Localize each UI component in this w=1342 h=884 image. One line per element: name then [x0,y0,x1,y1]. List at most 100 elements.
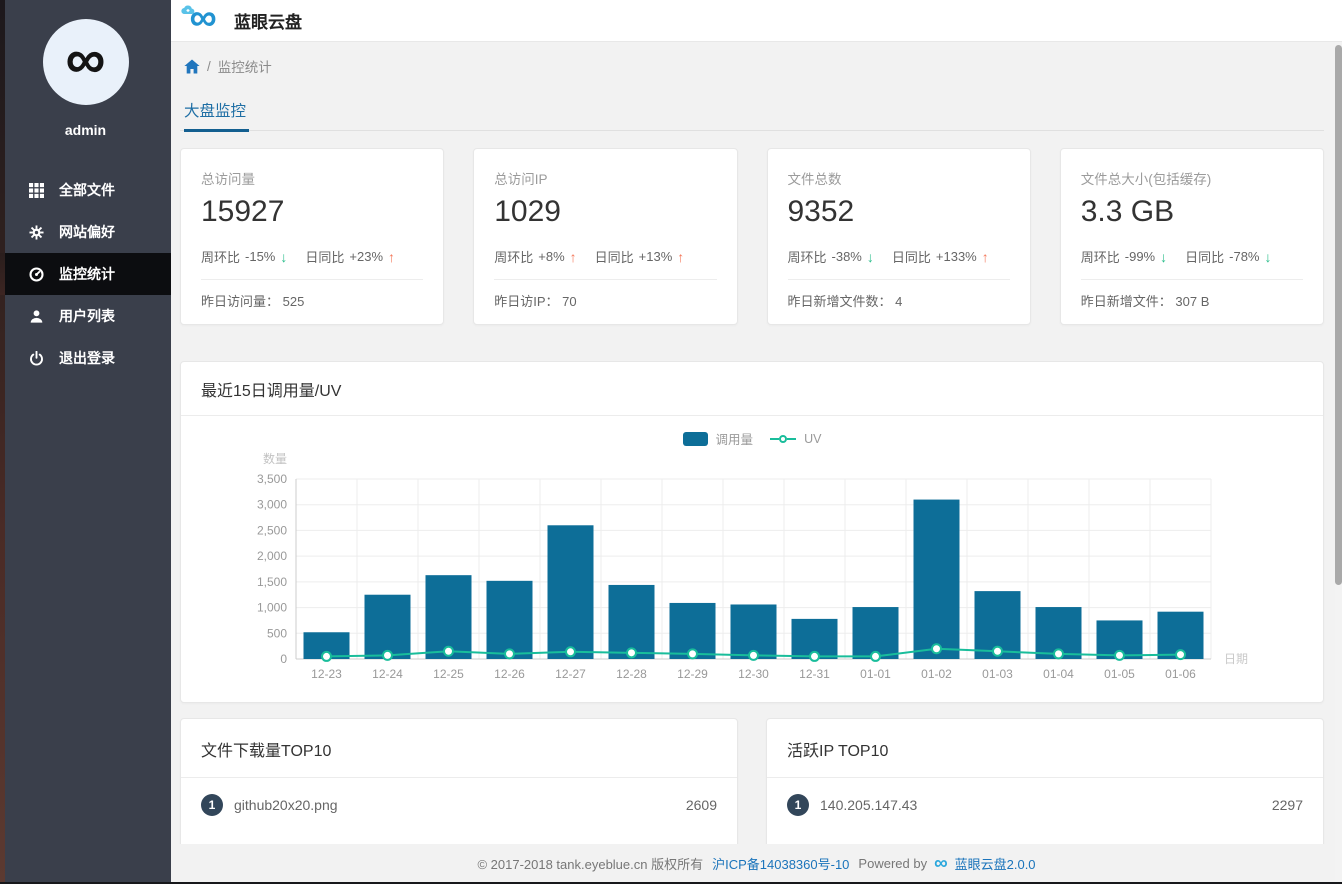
scrollbar-track[interactable] [1335,42,1342,882]
stat-bottom-label: 昨日访IP： [494,294,559,309]
legend-item-uv[interactable]: UV [770,432,821,446]
legend-item-calls[interactable]: 调用量 [682,429,753,448]
sidebar-item-label: 监控统计 [59,266,115,282]
stat-card-total-size: 文件总大小(包括缓存) 3.3 GB 周环比 -99% ↓ 日同比 -78% ↓… [1059,148,1324,325]
scrollbar-thumb[interactable] [1335,45,1342,585]
top-lists-row: 文件下载量TOP10 1 github20x20.png 2609 活跃IP T… [180,718,1324,851]
sidebar-item-preferences[interactable]: 网站偏好 [0,211,171,253]
tab-dashboard-monitor[interactable]: 大盘监控 [184,99,250,132]
grid-icon [28,182,44,198]
trend-arrow-icon: ↓ [280,248,288,265]
svg-text:3,500: 3,500 [257,472,287,486]
sidebar-item-label: 用户列表 [59,308,115,324]
day-trend-delta: +23% [349,249,384,264]
home-icon[interactable] [184,59,200,74]
svg-text:12-31: 12-31 [799,667,830,681]
stat-cards-row: 总访问量 15927 周环比 -15% ↓ 日同比 +23% ↑ 昨日访问量： … [180,148,1324,325]
svg-text:2,000: 2,000 [257,549,287,563]
infinity-logo-icon: ∞ [189,0,217,39]
trend-arrow-icon: ↓ [866,248,874,265]
stat-bottom-value: 70 [562,294,577,309]
infinity-logo-icon: ∞ [65,27,106,90]
day-trend-label: 日同比 [891,250,931,265]
week-trend-delta: -38% [831,249,862,264]
active-ip-top10-card: 活跃IP TOP10 1 140.205.147.43 2297 [766,718,1324,851]
sidebar-item-monitor-stats[interactable]: 监控统计 [0,253,171,295]
chart-title: 最近15日调用量/UV [181,362,1323,416]
list-title: 文件下载量TOP10 [181,719,737,778]
app-logo[interactable]: ∞ [181,0,225,41]
product-link[interactable]: 蓝眼云盘2.0.0 [954,856,1036,872]
svg-text:日期: 日期 [1224,652,1248,666]
svg-text:12-26: 12-26 [494,667,525,681]
gear-icon [28,224,44,240]
line-series-swatch [770,434,797,443]
stat-bottom-label: 昨日新增文件： [1080,294,1172,309]
list-item: 1 140.205.147.43 2297 [767,778,1323,816]
day-trend-delta: +13% [638,249,673,264]
divider [787,279,1010,280]
week-trend-label: 周环比 [787,250,827,265]
svg-text:12-30: 12-30 [738,667,769,681]
stat-bottom-value: 525 [282,294,305,309]
app-title: 蓝眼云盘 [234,13,302,32]
stat-value: 3.3 GB [1080,195,1175,228]
stat-label: 总访问IP [494,172,548,187]
window-bottom-edge [0,882,1342,884]
infinity-logo-icon: ∞ [934,852,948,874]
svg-text:01-01: 01-01 [860,667,891,681]
svg-text:500: 500 [267,626,287,640]
stat-card-total-visits: 总访问量 15927 周环比 -15% ↓ 日同比 +23% ↑ 昨日访问量： … [180,148,445,325]
rank-badge: 1 [787,794,809,816]
chart-legend: 调用量 UV [181,429,1323,448]
week-trend-delta: -15% [245,249,276,264]
download-top10-card: 文件下载量TOP10 1 github20x20.png 2609 [180,718,738,851]
trend-arrow-icon: ↓ [1160,248,1168,265]
sidebar-item-label: 网站偏好 [59,224,115,240]
svg-text:12-29: 12-29 [677,667,708,681]
uv-chart-card: 最近15日调用量/UV 调用量 UV 0 500 1,000 1,500 2,000 2,… [180,361,1324,703]
footer: © 2017-2018 tank.eyeblue.cn 版权所有 沪ICP备14… [171,844,1342,882]
svg-text:2,500: 2,500 [257,523,287,537]
day-trend-delta: -78% [1229,249,1260,264]
day-trend-label: 日同比 [305,250,345,265]
stat-label: 文件总数 [787,172,842,187]
stat-card-total-files: 文件总数 9352 周环比 -38% ↓ 日同比 +133% ↑ 昨日新增文件数… [766,148,1031,325]
icp-link[interactable]: 沪ICP备14038360号-10 [712,856,850,872]
trend-arrow-icon: ↑ [677,248,685,265]
svg-text:12-25: 12-25 [433,667,464,681]
hit-count: 2297 [1271,797,1303,813]
copyright-text: © 2017-2018 tank.eyeblue.cn 版权所有 [477,856,704,872]
download-count: 2609 [685,797,717,813]
day-trend-label: 日同比 [594,250,634,265]
avatar[interactable]: ∞ [42,19,129,105]
list-title: 活跃IP TOP10 [767,719,1323,778]
breadcrumb-separator: / [207,58,211,74]
svg-text:01-02: 01-02 [921,667,952,681]
stat-value: 1029 [494,195,561,228]
file-name: github20x20.png [234,797,338,813]
trend-arrow-icon: ↑ [569,248,577,265]
svg-text:0: 0 [280,652,287,666]
svg-text:01-06: 01-06 [1165,667,1196,681]
list-item: 1 github20x20.png 2609 [181,778,737,816]
svg-text:3,000: 3,000 [257,498,287,512]
stat-value: 9352 [787,195,855,228]
week-trend-delta: -99% [1124,249,1156,264]
sidebar-item-logout[interactable]: 退出登录 [0,337,171,379]
powered-by-text: Powered by [858,855,928,871]
user-icon [28,308,44,324]
day-trend-label: 日同比 [1185,250,1225,265]
svg-text:12-28: 12-28 [616,667,647,681]
sidebar-item-all-files[interactable]: 全部文件 [0,169,171,211]
breadcrumb-current: 监控统计 [217,60,272,75]
stat-bottom-label: 昨日新增文件数： [787,294,892,309]
svg-text:1,500: 1,500 [257,575,287,589]
stat-bottom-value: 4 [895,294,903,309]
sidebar-item-user-list[interactable]: 用户列表 [0,295,171,337]
week-trend-label: 周环比 [201,250,241,265]
svg-text:12-24: 12-24 [372,667,403,681]
dashboard-icon [28,266,44,282]
trend-arrow-icon: ↑ [388,248,396,265]
